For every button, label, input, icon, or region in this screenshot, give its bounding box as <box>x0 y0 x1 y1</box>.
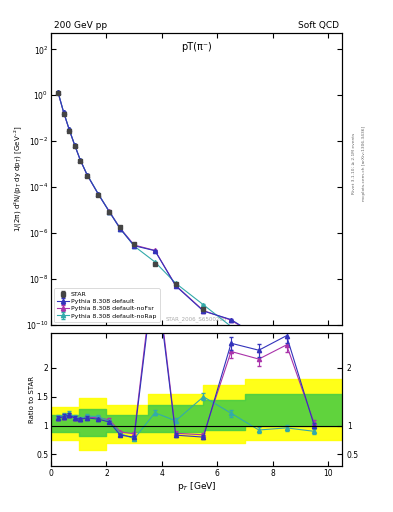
Text: 200 GeV pp: 200 GeV pp <box>54 22 107 30</box>
Y-axis label: Ratio to STAR: Ratio to STAR <box>29 376 35 423</box>
Legend: STAR, Pythia 8.308 default, Pythia 8.308 default-noFsr, Pythia 8.308 default-noR: STAR, Pythia 8.308 default, Pythia 8.308… <box>54 288 160 322</box>
Text: Soft QCD: Soft QCD <box>298 22 339 30</box>
Text: pT(π⁻): pT(π⁻) <box>181 42 212 52</box>
Text: STAR_2006_S6500200: STAR_2006_S6500200 <box>166 316 227 322</box>
Text: mcplots.cern.ch [arXiv:1306.3436]: mcplots.cern.ch [arXiv:1306.3436] <box>362 126 366 201</box>
Text: Rivet 3.1.10; ≥ 2.1M events: Rivet 3.1.10; ≥ 2.1M events <box>352 133 356 195</box>
Y-axis label: 1/(2π) d²N/(p$_T$ dy dp$_T$) [GeV⁻²]: 1/(2π) d²N/(p$_T$ dy dp$_T$) [GeV⁻²] <box>13 126 24 232</box>
X-axis label: p$_T$ [GeV]: p$_T$ [GeV] <box>177 480 216 494</box>
